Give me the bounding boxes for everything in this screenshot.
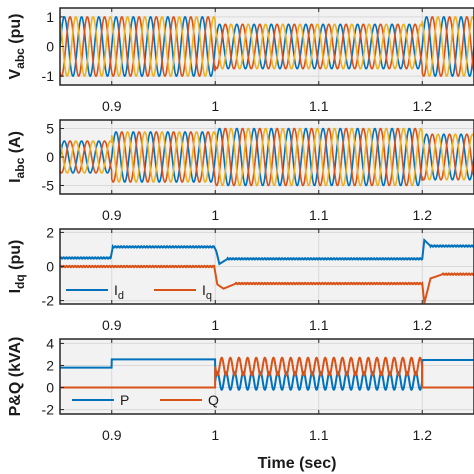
x-tick-label: 1 xyxy=(211,427,219,443)
y-tick-label: -2 xyxy=(42,293,55,309)
legend-label-q: Q xyxy=(208,392,219,408)
y-axis-label-main: I xyxy=(7,289,24,293)
x-tick-label: 1.2 xyxy=(413,317,433,333)
series-group xyxy=(60,237,474,304)
legend-label-main: I xyxy=(114,282,118,298)
y-tick-label: -5 xyxy=(42,177,55,193)
axes-frame xyxy=(59,338,474,415)
y-axis-label-unit: (kVA) xyxy=(7,337,24,382)
x-tick-label: 1.1 xyxy=(309,98,329,114)
legend-label-id: Id xyxy=(114,282,124,302)
x-tick-label: 1 xyxy=(211,317,219,333)
p-line xyxy=(60,358,474,391)
y-axis-label-sub: abc xyxy=(13,157,27,178)
y-tick-label: 4 xyxy=(46,335,54,351)
id-line xyxy=(60,237,474,266)
y-axis-label-main: I xyxy=(7,178,24,182)
x-tick-label: 1.1 xyxy=(309,427,329,443)
x-tick-label: 1.2 xyxy=(413,427,433,443)
legend-label-sub: d xyxy=(118,290,124,302)
y-axis-label-unit: (A) xyxy=(7,131,24,158)
y-axis-label-unit: (pu) xyxy=(7,13,24,48)
y-tick-label: 0 xyxy=(46,259,54,275)
phase-b-line xyxy=(60,16,474,77)
legend-label-sub: q xyxy=(206,290,212,302)
phase-c-line xyxy=(60,127,474,187)
y-axis-label: Idq (pu) xyxy=(7,240,27,294)
x-tick-label: 1.1 xyxy=(309,317,329,333)
series-group xyxy=(60,127,474,187)
x-tick-label: 1.2 xyxy=(413,207,433,223)
phase-a-line xyxy=(60,16,474,77)
x-tick-label: 1 xyxy=(211,98,219,114)
iq-line xyxy=(60,264,474,304)
q-line xyxy=(60,356,474,389)
x-tick-label: 1.2 xyxy=(413,98,433,114)
y-axis-label: Vabc (pu) xyxy=(7,13,27,79)
y-axis-label-unit: (pu) xyxy=(7,240,24,275)
x-tick-label: 0.9 xyxy=(102,98,122,114)
y-tick-label: 0 xyxy=(46,380,54,396)
phase-a-line xyxy=(60,127,474,187)
y-tick-label: -1 xyxy=(42,68,55,84)
legend-label-main: P xyxy=(120,392,129,408)
y-axis-label: Iabc (A) xyxy=(7,131,27,183)
x-tick-label: 1 xyxy=(211,207,219,223)
x-axis-label: Time (sec) xyxy=(258,455,337,472)
y-tick-label: 1 xyxy=(46,9,54,25)
y-axis-label-main: P&Q xyxy=(7,382,24,417)
y-axis-label: P&Q (kVA) xyxy=(7,337,24,417)
x-tick-label: 0.9 xyxy=(102,207,122,223)
y-tick-label: 2 xyxy=(46,224,54,240)
x-tick-label: 0.9 xyxy=(102,317,122,333)
phase-c-line xyxy=(60,16,474,77)
legend-label-main: Q xyxy=(208,392,219,408)
y-tick-label: -2 xyxy=(42,402,55,418)
legend-label-main: I xyxy=(202,282,206,298)
y-tick-label: 2 xyxy=(46,357,54,373)
x-tick-label: 0.9 xyxy=(102,427,122,443)
y-tick-label: 0 xyxy=(46,149,54,165)
y-axis-label-sub: dq xyxy=(13,274,27,289)
y-tick-label: 0 xyxy=(46,39,54,55)
panel-1: 0.9 1 1.1 1.2 -1 0 1 Vabc (pu) xyxy=(7,7,474,114)
series-group xyxy=(60,16,474,77)
y-axis-label-main: V xyxy=(7,69,24,80)
series-group xyxy=(60,356,474,391)
x-tick-label: 1.1 xyxy=(309,207,329,223)
y-tick-label: 5 xyxy=(46,121,54,137)
panel-4: 0.9 1 1.1 1.2 -2 0 2 4 P&Q (kVA) P Q Time (sec) xyxy=(7,335,474,472)
y-axis-label-sub: abc xyxy=(13,48,27,69)
phase-b-line xyxy=(60,127,474,187)
panel-2: 0.9 1 1.1 1.2 -5 0 5 Iabc (A) xyxy=(7,119,474,223)
legend-label-iq: Iq xyxy=(202,282,212,302)
legend-label-p: P xyxy=(120,392,129,408)
